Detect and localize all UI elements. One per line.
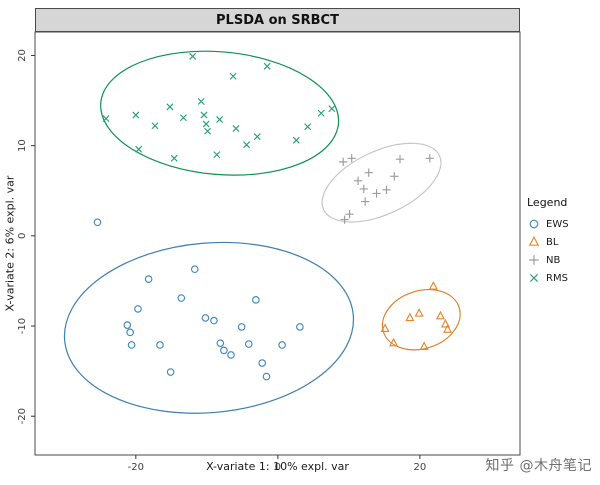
legend-item-ews: EWS [527, 215, 599, 233]
legend-items: EWS BL NB RMS [527, 215, 599, 287]
circle-marker-icon [529, 219, 539, 229]
legend-item-label: RMS [546, 272, 568, 284]
y-tick-label: 0 [17, 233, 28, 239]
legend-item-nb: NB [527, 251, 599, 269]
plus-marker-icon [529, 255, 539, 265]
ellipse-nb [321, 142, 442, 223]
x-marker-icon [530, 274, 538, 282]
legend-item-label: BL [546, 236, 559, 248]
x-tick-label: -20 [128, 462, 144, 473]
series-nb [339, 154, 434, 224]
y-tick-label: 10 [17, 139, 28, 152]
x-tick-label: 0 [275, 462, 281, 473]
triangle-marker-icon [528, 235, 540, 246]
ellipse-rms [100, 50, 340, 176]
y-axis-label: X-variate 2: 6% expl. var [3, 175, 17, 312]
legend-item-label: EWS [546, 218, 569, 230]
plot-panel [34, 31, 521, 456]
y-tick-label: -20 [17, 408, 28, 424]
watermark: 知乎 @木舟笔记 [485, 458, 592, 474]
legend-item-rms: RMS [527, 269, 599, 287]
series-ews [93, 218, 304, 381]
legend-title: Legend [527, 196, 568, 209]
legend-item-label: NB [546, 254, 561, 266]
plot-title: PLSDA on SRBCT [216, 12, 339, 28]
series-rms [102, 52, 336, 162]
series-bl [380, 280, 453, 351]
legend-item-bl: BL [527, 233, 599, 251]
y-tick-label: 20 [17, 49, 28, 62]
facet-strip-title: PLSDA on SRBCT [35, 8, 520, 32]
ellipse-ews [63, 241, 355, 414]
x-axis-label: X-variate 1: 10% expl. var [206, 460, 349, 473]
x-tick-label: 20 [414, 462, 427, 473]
y-tick-label: -10 [17, 318, 28, 334]
plot-legend: Legend EWS BL NB RMS [527, 196, 599, 287]
